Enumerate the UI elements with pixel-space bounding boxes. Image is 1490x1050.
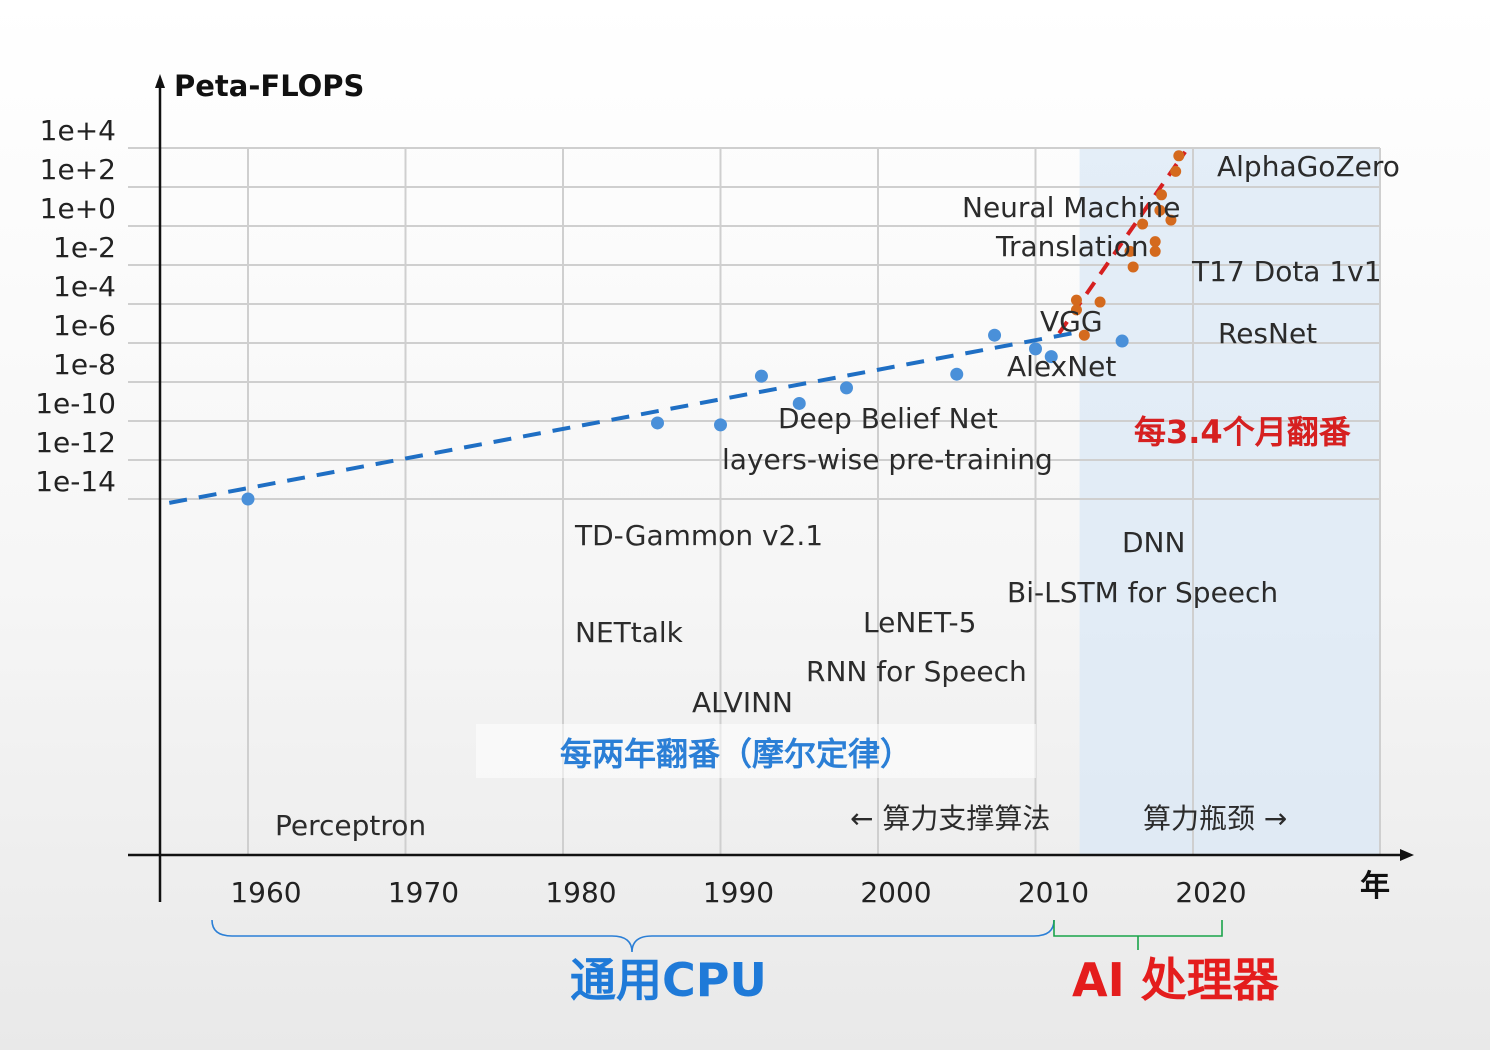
- label-rnn-speech: RNN for Speech: [806, 655, 1027, 688]
- ai-data-point: [1070, 294, 1082, 306]
- cpu-era-brace: [211, 919, 1055, 953]
- label-alphagozero: AlphaGoZero: [1217, 150, 1400, 183]
- cpu-data-point: [792, 396, 806, 410]
- ai-data-point: [1165, 214, 1177, 226]
- ai-data-point: [1149, 236, 1161, 248]
- x-tick-label: 1970: [388, 876, 459, 909]
- x-tick-label: 2020: [1175, 876, 1246, 909]
- ai-data-point: [1170, 165, 1182, 177]
- cpu-data-point: [1029, 342, 1042, 356]
- cpu-data-point: [1044, 350, 1058, 364]
- x-tick-label: 1960: [230, 876, 301, 909]
- label-deep-belief-net: Deep Belief Net: [778, 402, 998, 435]
- x-tick-labels: 1960 1970 1980 1990 2000 2010 2020: [230, 876, 1246, 909]
- ai-data-point: [1173, 150, 1185, 162]
- x-axis-arrow-icon: [1400, 849, 1414, 861]
- y-tick-label: 1e+0: [40, 192, 116, 225]
- cpu-data-point: [714, 418, 727, 432]
- y-tick-label: 1e-14: [35, 465, 116, 498]
- label-translation: Translation: [995, 230, 1149, 263]
- label-nettalk: NETtalk: [575, 616, 684, 649]
- y-tick-labels: 1e+4 1e+2 1e+0 1e-2 1e-4 1e-6 1e-8 1e-10 1e-12 1e…: [35, 114, 116, 498]
- label-alexnet: AlexNet: [1007, 350, 1116, 383]
- y-tick-label: 1e-10: [35, 387, 116, 420]
- cpu-data-point: [840, 381, 853, 395]
- ai-data-point: [1149, 245, 1161, 257]
- y-axis-label: Peta-FLOPS: [174, 69, 364, 103]
- label-vgg: VGG: [1040, 305, 1103, 338]
- y-tick-label: 1e+4: [40, 114, 116, 147]
- label-perceptron: Perceptron: [275, 809, 426, 842]
- y-tick-label: 1e-6: [53, 309, 116, 342]
- ai-data-point: [1127, 261, 1139, 273]
- compute-bottleneck-note: 算力瓶颈 →: [1143, 802, 1287, 835]
- ai-data-point: [1154, 204, 1166, 216]
- cpu-data-point: [988, 328, 1002, 342]
- y-tick-label: 1e-2: [53, 231, 116, 264]
- ai-data-point: [1137, 218, 1149, 230]
- x-axis-label: 年: [1360, 869, 1390, 904]
- ai-data-point: [1070, 304, 1082, 316]
- label-layers-wise: layers-wise pre-training: [722, 443, 1053, 476]
- ai-data-point: [1078, 329, 1090, 341]
- cpu-data-point: [950, 367, 964, 381]
- label-alvinn: ALVINN: [692, 686, 793, 719]
- data-points: [241, 150, 1185, 506]
- point-annotations: Perceptron NETtalk ALVINN TD-Gammon v2.1…: [275, 150, 1400, 842]
- ai-era-brace: [1053, 920, 1223, 950]
- compute-supports-algorithm-note: ← 算力支撑算法: [850, 802, 1050, 835]
- ai-data-point: [1124, 245, 1136, 257]
- label-resnet: ResNet: [1218, 317, 1317, 350]
- y-tick-label: 1e-12: [35, 426, 116, 459]
- y-tick-label: 1e-4: [53, 270, 116, 303]
- ai-data-point: [1094, 296, 1106, 308]
- label-bi-lstm: Bi-LSTM for Speech: [1007, 576, 1278, 609]
- x-tick-label: 2010: [1018, 876, 1089, 909]
- cpu-data-point: [754, 369, 768, 383]
- cpu-data-point: [651, 416, 664, 430]
- cpu-data-point: [1115, 334, 1129, 348]
- moore-note-background: [476, 724, 1036, 778]
- y-axis-arrow-icon: [155, 74, 165, 88]
- label-neural-machine: Neural Machine: [962, 191, 1180, 224]
- ai-data-point: [1156, 189, 1167, 201]
- y-tick-label: 1e-8: [53, 348, 116, 381]
- cpu-era-label: 通用CPU: [570, 953, 767, 1007]
- label-lenet5: LeNET-5: [863, 606, 976, 639]
- y-tick-label: 1e+2: [40, 153, 116, 186]
- label-td-gammon: TD-Gammon v2.1: [574, 519, 823, 552]
- moore-law-trend-line: [168, 329, 1084, 505]
- cpu-data-point: [241, 492, 255, 506]
- x-tick-label: 1990: [703, 876, 774, 909]
- label-dnn: DNN: [1122, 526, 1185, 559]
- x-tick-label: 2000: [860, 876, 931, 909]
- ai-rate-note: 每3.4个月翻番: [1134, 413, 1352, 451]
- ai-era-label: AI 处理器: [1072, 953, 1280, 1007]
- x-tick-label: 1980: [545, 876, 616, 909]
- moore-law-note: 每两年翻番（摩尔定律）: [560, 735, 912, 773]
- label-t17-dota: T17 Dota 1v1: [1191, 255, 1382, 288]
